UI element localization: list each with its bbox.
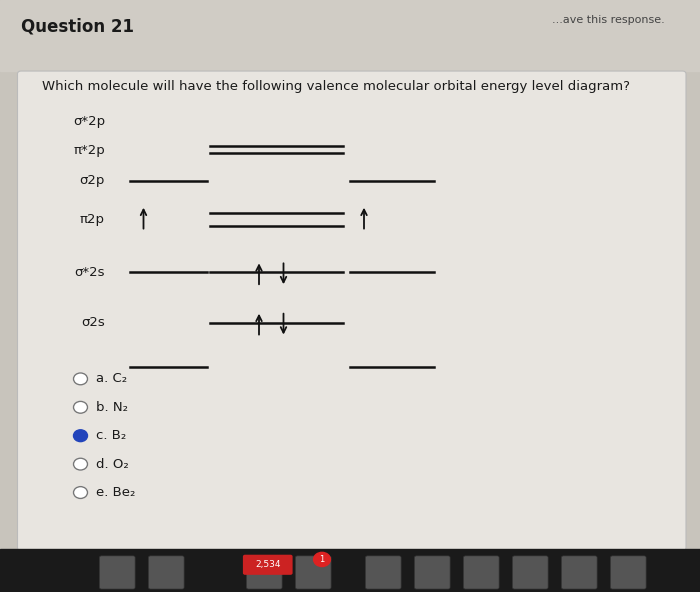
Text: σ2s: σ2s (81, 316, 105, 329)
Text: 2,534: 2,534 (256, 560, 281, 570)
FancyBboxPatch shape (243, 555, 293, 575)
Text: π*2p: π*2p (74, 144, 105, 157)
Circle shape (74, 458, 88, 470)
FancyBboxPatch shape (18, 71, 686, 551)
FancyBboxPatch shape (365, 556, 401, 589)
Text: d. O₂: d. O₂ (96, 458, 129, 471)
FancyBboxPatch shape (512, 556, 548, 589)
Bar (0, 549, 700, 592)
Text: b. N₂: b. N₂ (96, 401, 128, 414)
Bar (0, 0, 700, 71)
Circle shape (314, 552, 330, 567)
FancyBboxPatch shape (148, 556, 184, 589)
Text: e. Be₂: e. Be₂ (96, 486, 135, 499)
Circle shape (74, 401, 88, 413)
Text: π2p: π2p (80, 213, 105, 226)
FancyBboxPatch shape (99, 556, 135, 589)
FancyBboxPatch shape (561, 556, 597, 589)
Text: c. B₂: c. B₂ (96, 429, 126, 442)
Text: σ*2p: σ*2p (73, 115, 105, 128)
Text: σ*2s: σ*2s (74, 266, 105, 279)
Circle shape (74, 430, 88, 442)
FancyBboxPatch shape (414, 556, 450, 589)
FancyBboxPatch shape (295, 556, 331, 589)
FancyBboxPatch shape (246, 556, 282, 589)
FancyBboxPatch shape (610, 556, 646, 589)
Text: a. C₂: a. C₂ (96, 372, 127, 385)
Text: Question 21: Question 21 (21, 18, 134, 36)
Text: Which molecule will have the following valence molecular orbital energy level di: Which molecule will have the following v… (42, 80, 630, 93)
Text: 1: 1 (319, 555, 325, 564)
FancyBboxPatch shape (463, 556, 499, 589)
Circle shape (74, 487, 88, 498)
Text: ...ave this response.: ...ave this response. (552, 15, 665, 25)
Circle shape (74, 373, 88, 385)
Text: σ2p: σ2p (80, 174, 105, 187)
